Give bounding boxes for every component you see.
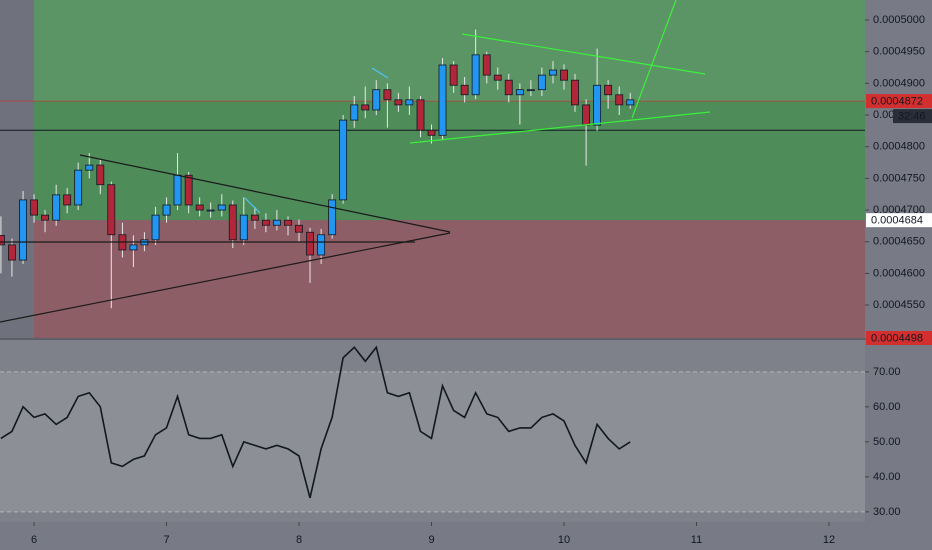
candle-body bbox=[427, 129, 436, 136]
y-tick-label: 30.00 bbox=[873, 506, 901, 518]
stop-label-box bbox=[866, 331, 932, 345]
candle-body bbox=[504, 79, 513, 96]
indicator-band bbox=[0, 371, 865, 512]
x-tick-label: 11 bbox=[691, 534, 702, 546]
candle-body bbox=[593, 84, 602, 126]
last-price-label: 0.0004872 bbox=[871, 96, 923, 108]
candle-body bbox=[571, 79, 579, 106]
candle-body bbox=[482, 54, 491, 76]
candle-body bbox=[8, 244, 16, 261]
y-tick-label: 0.0004550 bbox=[873, 299, 925, 311]
x-tick-label: 7 bbox=[163, 534, 169, 546]
x-tick-label: 8 bbox=[296, 534, 302, 546]
countdown-box bbox=[893, 109, 932, 124]
candle-body bbox=[184, 174, 193, 206]
stop-label: 0.0004498 bbox=[871, 332, 923, 344]
y-tick-label: 0.0005000 bbox=[873, 14, 925, 26]
candle-body bbox=[537, 74, 546, 91]
candle-body bbox=[228, 204, 237, 241]
entry-label-box bbox=[866, 213, 932, 228]
candle-body bbox=[52, 194, 61, 221]
candle-body bbox=[30, 199, 38, 216]
x-tick-label: 10 bbox=[558, 534, 570, 546]
candle-body bbox=[151, 214, 160, 241]
candle-body bbox=[361, 104, 370, 111]
countdown: 32:46 bbox=[898, 111, 926, 123]
candle-body bbox=[604, 84, 613, 96]
candle-body bbox=[96, 164, 105, 186]
y-tick-label: 0.0004650 bbox=[873, 236, 925, 248]
entry-label: 0.0004684 bbox=[871, 215, 923, 227]
x-tick-label: 9 bbox=[428, 534, 434, 546]
candle-body bbox=[173, 174, 182, 206]
x-tick-label: 6 bbox=[31, 534, 37, 546]
x-tick-label: 12 bbox=[823, 534, 835, 546]
candle-body bbox=[317, 234, 326, 256]
trend-line bbox=[244, 197, 261, 214]
target-zone bbox=[34, 0, 866, 221]
candle-body bbox=[471, 54, 480, 96]
trend-line bbox=[0, 232, 451, 323]
candle-body bbox=[129, 244, 138, 251]
candle-body bbox=[295, 224, 303, 233]
trend-line bbox=[79, 154, 451, 233]
y-tick-label: 0.0004800 bbox=[873, 141, 925, 153]
candle-body bbox=[107, 184, 116, 236]
candle-body bbox=[74, 169, 83, 206]
candle-body bbox=[63, 194, 72, 206]
candle-body bbox=[239, 214, 248, 241]
y-tick-label: 0.0004700 bbox=[873, 204, 925, 216]
candle-body bbox=[549, 69, 557, 76]
candle-body bbox=[560, 69, 568, 81]
candle-body bbox=[162, 204, 171, 216]
candle-body bbox=[372, 89, 381, 111]
y-tick-label: 0.0004950 bbox=[873, 46, 925, 58]
candle-body bbox=[195, 204, 204, 211]
candle-body bbox=[582, 104, 591, 126]
candle-body bbox=[0, 234, 5, 246]
y-tick-label: 0.0004900 bbox=[873, 77, 925, 89]
candle-body bbox=[626, 99, 635, 106]
y-tick-label: 0.0004600 bbox=[873, 267, 925, 279]
y-tick-label: 70.00 bbox=[873, 366, 901, 378]
candle-body bbox=[405, 99, 414, 106]
candle-body bbox=[438, 64, 447, 136]
candle-body bbox=[350, 104, 359, 121]
trend-line bbox=[461, 33, 706, 75]
candle-body bbox=[206, 209, 215, 212]
last-price-label-box bbox=[866, 94, 932, 109]
drawings bbox=[0, 0, 711, 323]
candle-body bbox=[615, 94, 624, 106]
y-tick-label: 50.00 bbox=[873, 436, 901, 448]
candle-body bbox=[526, 89, 535, 92]
y-tick-label: 40.00 bbox=[873, 471, 901, 483]
indicator-line bbox=[0, 345, 631, 499]
candle-body bbox=[328, 199, 337, 236]
candle-body bbox=[284, 219, 292, 226]
candle-body bbox=[41, 214, 49, 221]
y-tick-label: 0.0004750 bbox=[873, 172, 925, 184]
candle-body bbox=[383, 89, 392, 101]
trend-line bbox=[371, 67, 389, 79]
candle-body bbox=[272, 219, 281, 226]
trend-line bbox=[409, 111, 711, 144]
candle-body bbox=[416, 99, 425, 131]
trend-line bbox=[631, 0, 677, 119]
candle-body bbox=[460, 84, 469, 96]
candle-body bbox=[339, 119, 348, 201]
candle-body bbox=[19, 199, 27, 261]
stop-zone bbox=[34, 220, 866, 338]
target-zone-upper bbox=[34, 0, 866, 102]
candle-body bbox=[250, 214, 259, 221]
candle-body bbox=[306, 231, 314, 256]
candle-body bbox=[394, 99, 403, 106]
candle-body bbox=[449, 64, 458, 86]
candle-body bbox=[85, 164, 94, 171]
candle-body bbox=[261, 219, 270, 226]
candle-body bbox=[217, 204, 226, 211]
candle-body bbox=[515, 89, 524, 96]
candle-body bbox=[493, 74, 502, 81]
y-tick-label: 60.00 bbox=[873, 401, 901, 413]
